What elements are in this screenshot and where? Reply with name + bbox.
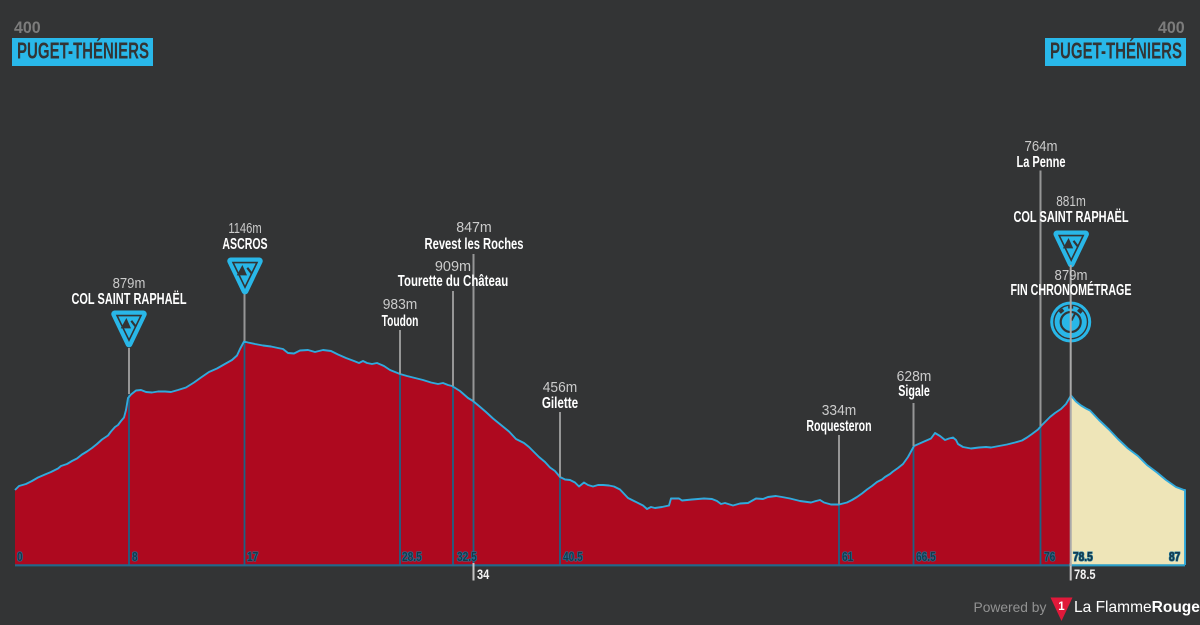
svg-text:1: 1 bbox=[1058, 601, 1065, 613]
